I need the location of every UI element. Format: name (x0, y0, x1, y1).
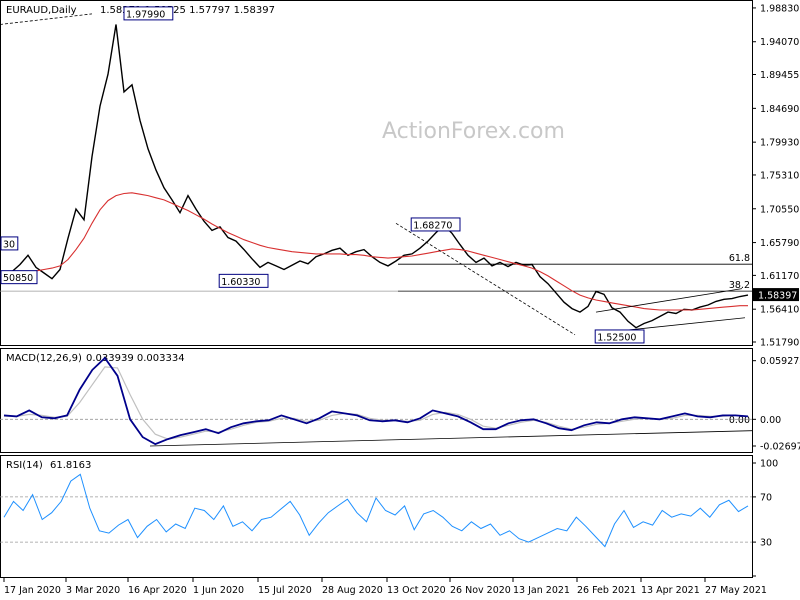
price-ohlc: 1.58271 1.58525 1.57797 1.58397 (100, 5, 275, 16)
price-annotation-box (410, 217, 461, 232)
macd-tick-label: -0.026978 (760, 442, 800, 453)
price-tick-label: 1.65790 (760, 238, 799, 249)
macd-line (3, 356, 749, 446)
macd-tick-label: 0.059272 (760, 356, 800, 367)
price-annotation-box (218, 273, 269, 288)
channel-upper-line (595, 288, 743, 313)
price-tick-label: 1.89455 (760, 70, 799, 81)
rsi-line (3, 473, 749, 548)
x-tick-label: 17 Jan 2020 (4, 585, 61, 596)
rsi-tick-label: 100 (760, 459, 778, 470)
x-tick-label: 27 May 2021 (705, 585, 767, 596)
macd-trendline (149, 430, 753, 447)
macd-values: 0.033939 0.003334 (86, 353, 185, 364)
price-tick-label: 1.79930 (760, 138, 799, 149)
current-price-tag (753, 288, 799, 302)
rsi-values: 61.8163 (50, 460, 91, 471)
x-tick-label: 13 Jan 2021 (513, 585, 570, 596)
price-tick-label: 1.56410 (760, 305, 799, 316)
macd-signal-line (4, 366, 749, 440)
macd-panel: 0.00 (0, 356, 753, 447)
price-annotation-box (0, 236, 19, 251)
price-tick-label: 1.84690 (760, 104, 799, 115)
x-tick-label: 13 Apr 2021 (641, 585, 700, 596)
price-annotation-label: 1.68270 (413, 220, 452, 231)
price-tick-label: 1.94070 (760, 37, 799, 48)
trend-dashed-line (395, 222, 576, 336)
price-panel-frame (0, 0, 753, 346)
price-panel: 61.8 38.2 1.97990 1.68270 1.60330 1.52500 30 50… (0, 6, 752, 344)
price-annotation-box (123, 6, 174, 21)
rsi-panel-frame (0, 455, 753, 578)
price-series-line (3, 24, 749, 329)
x-tick-label: 3 Mar 2020 (66, 585, 120, 596)
x-tick-label: 28 Aug 2020 (322, 585, 383, 596)
rsi-panel (0, 473, 752, 548)
fib-level-label: 38.2 (729, 280, 750, 291)
x-tick-label: 26 Nov 2020 (450, 585, 511, 596)
price-annotation-label: 30 (3, 239, 15, 250)
watermark: ActionForex.com (382, 119, 565, 144)
price-tick-label: 1.51790 (760, 338, 799, 349)
rsi-tick-label: 30 (760, 538, 772, 549)
axes: 1.98830 1.94070 1.89455 1.84690 1.79930 1.753… (3, 3, 800, 596)
x-tick-label: 16 Apr 2020 (128, 585, 187, 596)
macd-panel-frame (0, 348, 753, 453)
rsi-title: RSI(14) (6, 460, 43, 471)
x-tick-label: 1 Jun 2020 (193, 585, 244, 596)
price-tick-label: 1.75310 (760, 170, 799, 181)
current-price-label: 1.58397 (758, 291, 797, 302)
price-annotation-box (0, 270, 38, 285)
macd-tick-label: 0.00 (760, 415, 781, 426)
price-title: EURAUD,Daily (6, 5, 77, 16)
macd-zero-label: 0.00 (729, 415, 750, 426)
rsi-tick-label: 70 (760, 492, 772, 503)
price-annotation-label: 1.52500 (597, 332, 636, 343)
fib-level-label: 61.8 (729, 253, 750, 264)
price-annotation-box (594, 329, 645, 344)
price-annotation-label: 50850 (3, 273, 33, 284)
moving-average-line (4, 192, 748, 311)
price-tick-label: 1.61170 (760, 271, 799, 282)
x-tick-label: 13 Oct 2020 (387, 585, 446, 596)
x-tick-label: 26 Feb 2021 (577, 585, 636, 596)
price-tick-label: 1.70550 (760, 204, 799, 215)
macd-title: MACD(12,26,9) (6, 353, 82, 364)
price-annotation-label: 1.97990 (126, 9, 165, 20)
price-annotation-label: 1.60330 (221, 277, 260, 288)
peak-dashed-line (0, 13, 93, 25)
price-tick-label: 1.98830 (760, 3, 799, 14)
x-tick-label: 15 Jul 2020 (258, 585, 312, 596)
